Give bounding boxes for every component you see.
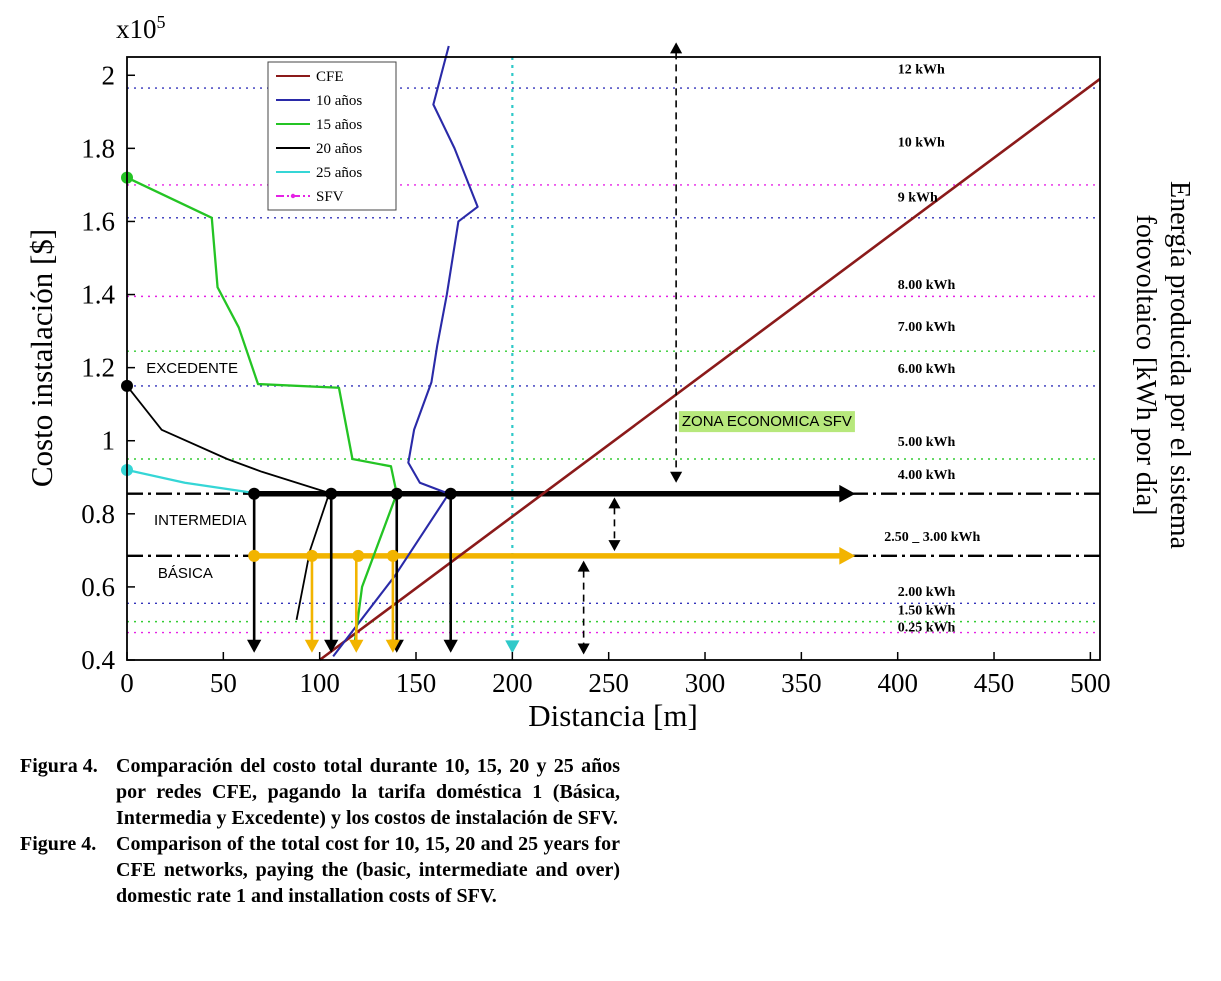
drop-arrowhead: [247, 639, 262, 653]
zone-label: BÁSICA: [158, 565, 213, 582]
series-line-10-años: [332, 45, 479, 657]
x-axis-title: Distancia [m]: [528, 698, 698, 733]
kwh-label: 8.00 kWh: [898, 278, 956, 293]
kwh-label: 4.00 kWh: [898, 468, 956, 483]
data-point-marker: [248, 549, 261, 562]
legend-label: 25 años: [316, 165, 362, 181]
legend-label: CFE: [316, 69, 344, 85]
y-tick-label: 0.8: [81, 499, 115, 529]
span-arrowhead-down: [670, 471, 683, 483]
x-tick-label: 150: [396, 668, 437, 698]
plot-frame: [126, 56, 1101, 661]
span-arrowhead-down: [577, 643, 590, 655]
zone-label-bg: [678, 411, 855, 433]
x-tick-label: 50: [210, 668, 237, 698]
data-point-marker: [305, 549, 318, 562]
legend-label: SFV: [316, 189, 344, 205]
x-tick-label: 250: [588, 668, 629, 698]
y-tick-label: 1.6: [81, 206, 115, 236]
legend-label: 10 años: [316, 93, 362, 109]
zone-label: ZONA ECONOMICA SFV: [682, 413, 852, 430]
series-line-15-años: [126, 176, 398, 646]
drop-arrowhead: [304, 639, 320, 653]
x-tick-label: 300: [685, 668, 726, 698]
x-tick-label: 500: [1070, 668, 1111, 698]
caption-english: Figure 4. Comparison of the total cost f…: [20, 831, 620, 909]
zone-label: EXCEDENTE: [146, 360, 238, 377]
figure-caption: Figura 4. Comparación del costo total du…: [20, 753, 620, 909]
vertical-line-arrowhead: [505, 640, 520, 654]
kwh-label: 2.50 _ 3.00 kWh: [884, 530, 980, 545]
right-axis-title: Energía producida por el sistema fotovol…: [1128, 45, 1196, 685]
span-arrowhead-down: [608, 540, 621, 552]
caption-english-label: Figure 4.: [20, 833, 97, 855]
threshold-arrowhead: [839, 547, 856, 565]
y-tick-label: 1.8: [81, 133, 115, 163]
cost-distance-chart: 12 kWh 10 kWh 9 kWh 8.00 kWh 7.00 kWh 6.00 kW…: [81, 42, 1111, 698]
right-axis-title-line1: Energía producida por el sistema: [1164, 180, 1195, 550]
kwh-label: 9 kWh: [898, 190, 938, 205]
caption-english-text: Comparison of the total cost for 10, 15,…: [116, 833, 620, 907]
legend-label: 20 años: [316, 141, 362, 157]
y-axis-exponent-power: 5: [156, 12, 166, 32]
y-tick-label: 1: [102, 426, 116, 456]
kwh-label: 12 kWh: [898, 62, 945, 77]
data-point-marker: [325, 487, 338, 500]
span-arrowhead-up: [608, 497, 621, 509]
series-line-20-años: [126, 385, 331, 620]
x-tick-label: 200: [492, 668, 533, 698]
span-arrowhead-up: [670, 42, 683, 54]
x-tick-label: 350: [781, 668, 822, 698]
kwh-label: 5.00 kWh: [898, 435, 956, 450]
zone-label: INTERMEDIA: [154, 512, 247, 529]
kwh-label: 7.00 kWh: [898, 320, 956, 335]
data-point-marker: [444, 487, 457, 500]
drop-arrowhead: [385, 639, 401, 653]
data-point-marker: [248, 487, 261, 500]
x-tick-label: 400: [877, 668, 918, 698]
y-tick-label: 1.4: [81, 280, 115, 310]
x-tick-label: 450: [974, 668, 1015, 698]
legend-box: [267, 61, 397, 211]
drop-arrowhead: [324, 639, 339, 653]
y-tick-label: 0.6: [81, 572, 115, 602]
kwh-label: 6.00 kWh: [898, 362, 956, 377]
kwh-label: 2.00 kWh: [898, 585, 956, 600]
x-tick-label: 100: [299, 668, 340, 698]
x-tick-label: 0: [120, 668, 134, 698]
caption-spanish-text: Comparación del costo total durante 10, …: [116, 755, 620, 829]
caption-spanish-label: Figura 4.: [20, 755, 98, 777]
data-point-marker: [352, 549, 365, 562]
threshold-arrowhead: [839, 484, 856, 503]
kwh-label: 0.25 kWh: [898, 620, 956, 635]
right-axis-title-line2: fotovoltaico [kWh por día]: [1130, 214, 1162, 516]
data-point-marker: [386, 549, 399, 562]
y-tick-label: 1.2: [81, 353, 115, 383]
caption-spanish: Figura 4. Comparación del costo total du…: [20, 753, 620, 831]
drop-arrowhead: [349, 639, 364, 653]
drop-arrowhead: [443, 639, 458, 653]
legend-label: 15 años: [316, 117, 362, 133]
kwh-label: 1.50 kWh: [898, 603, 956, 618]
y-axis-exponent-base: x10: [116, 14, 157, 44]
y-tick-label: 2: [102, 60, 116, 90]
legend-sample-dot: [290, 193, 296, 199]
kwh-label: 10 kWh: [898, 136, 945, 151]
series-line-CFE: [318, 77, 1101, 662]
y-axis-exponent: x105: [116, 12, 166, 45]
y-axis-title: Costo instalación [$]: [24, 228, 59, 488]
data-point-marker: [390, 487, 403, 500]
y-tick-label: 0.4: [81, 645, 115, 675]
span-arrowhead-up: [577, 560, 590, 572]
series-line-25-años: [126, 468, 255, 495]
